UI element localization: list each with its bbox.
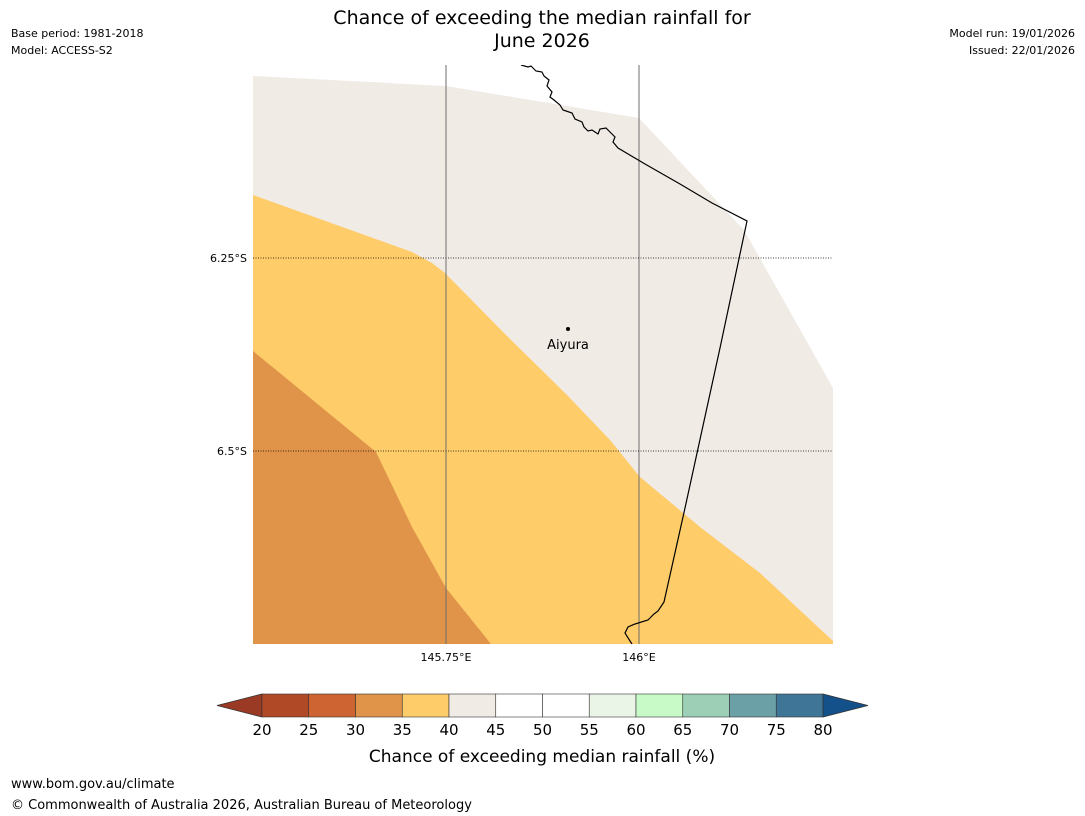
- colorbar: 20 25 30 35 40 45 50 55 60 65 70 75 80 Chance of exc…: [216, 693, 869, 767]
- colorbar-ticks: 20 25 30 35 40 45 50 55 60 65 70 75 80: [252, 721, 832, 739]
- colorbar-bin-40-45: [448, 693, 497, 718]
- title-line-1: Chance of exceeding the median rainfall …: [333, 7, 751, 29]
- aiyura-label: Aiyura: [547, 338, 589, 353]
- colorbar-bin-65-70: [682, 693, 730, 718]
- colorbar-tick-40: 40: [439, 721, 458, 739]
- map-area: Aiyura: [253, 65, 833, 644]
- colorbar-bin-55-60: [588, 693, 637, 718]
- colorbar-bin-50-55: [542, 693, 590, 718]
- colorbar-bin-60-65: [635, 693, 684, 718]
- colorbar-bin-20-25: [261, 693, 310, 718]
- footer-url[interactable]: www.bom.gov.au/climate: [11, 777, 175, 792]
- aiyura-marker: [566, 327, 570, 331]
- colorbar-tick-35: 35: [393, 721, 412, 739]
- colorbar-bin-25-30: [308, 693, 356, 718]
- colorbar-tick-75: 75: [767, 721, 786, 739]
- colorbar-bins: [261, 693, 824, 718]
- base-period-text: Base period: 1981-2018: [11, 27, 144, 40]
- colorbar-tick-20: 20: [252, 721, 271, 739]
- province-boundary: [520, 65, 748, 644]
- footer-copyright: © Commonwealth of Australia 2026, Austra…: [11, 798, 472, 813]
- colorbar-tick-65: 65: [673, 721, 692, 739]
- colorbar-tick-50: 50: [533, 721, 552, 739]
- colorbar-tick-80: 80: [813, 721, 832, 739]
- region-30-35-percent: [253, 351, 491, 644]
- colorbar-low-extend: [216, 693, 263, 718]
- colorbar-tick-60: 60: [626, 721, 645, 739]
- title-line-2: June 2026: [494, 30, 590, 52]
- lon-label-145-75: 145.75°E: [421, 651, 472, 664]
- model-run-text: Model run: 19/01/2026: [949, 27, 1075, 40]
- colorbar-bin-45-50: [495, 693, 543, 718]
- colorbar-tick-45: 45: [486, 721, 505, 739]
- colorbar-bin-30-35: [355, 693, 403, 718]
- colorbar-tick-30: 30: [346, 721, 365, 739]
- colorbar-tick-25: 25: [299, 721, 318, 739]
- model-text: Model: ACCESS-S2: [11, 44, 113, 57]
- metadata-left: Base period: 1981-2018 Model: ACCESS-S2: [11, 25, 143, 59]
- colorbar-label: Chance of exceeding median rainfall (%): [369, 747, 715, 767]
- colorbar-bin-35-40: [401, 693, 450, 718]
- footer: www.bom.gov.au/climate © Commonwealth of…: [11, 774, 472, 816]
- colorbar-bin-75-80: [775, 693, 824, 718]
- issued-text: Issued: 22/01/2026: [968, 44, 1075, 57]
- lon-label-146: 146°E: [622, 651, 655, 664]
- colorbar-tick-55: 55: [580, 721, 599, 739]
- colorbar-high-extend: [822, 693, 869, 718]
- colorbar-bin-70-75: [729, 693, 777, 718]
- metadata-right: Model run: 19/01/2026 Issued: 22/01/2026: [949, 25, 1075, 59]
- lat-label-6-25: 6.25°S: [210, 252, 247, 265]
- lat-label-6-5: 6.5°S: [217, 445, 247, 458]
- colorbar-tick-70: 70: [720, 721, 739, 739]
- map-title: Chance of exceeding the median rainfall …: [242, 7, 842, 53]
